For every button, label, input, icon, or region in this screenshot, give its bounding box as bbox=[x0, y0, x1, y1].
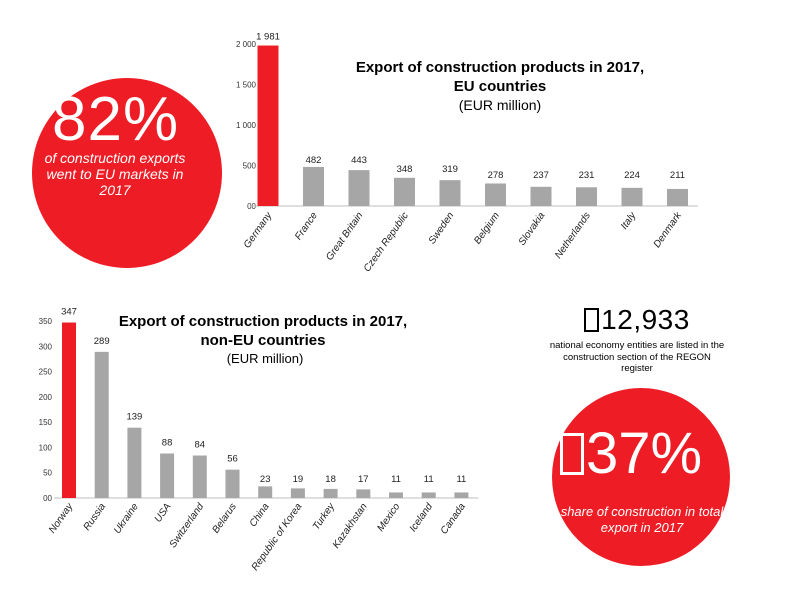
eu-value-label: 1 981 bbox=[256, 32, 280, 43]
non-eu-y-tick-label: 250 bbox=[39, 368, 53, 377]
eu-bar bbox=[257, 45, 279, 206]
non-eu-y-tick-label: 350 bbox=[39, 317, 53, 326]
eu-share-caption: of construction exports went to EU marke… bbox=[44, 150, 186, 198]
eu-category-label: Netherlands bbox=[553, 210, 593, 260]
non-eu-category-label: Norway bbox=[47, 501, 76, 536]
non-eu-value-label: 84 bbox=[195, 440, 206, 451]
regon-note: national economy entities are listed in … bbox=[549, 340, 725, 374]
non-eu-category-label: Iceland bbox=[408, 501, 436, 534]
eu-category-label: France bbox=[293, 210, 320, 242]
eu-bar bbox=[621, 187, 643, 206]
eu-bar bbox=[576, 187, 597, 206]
eu-y-tick-label: 2 000 bbox=[236, 40, 257, 49]
eu-bar bbox=[485, 183, 506, 206]
eu-category-label: Great Britain bbox=[324, 210, 365, 263]
regon-stat: 12,933 national economy entities are lis… bbox=[542, 304, 732, 375]
non-eu-bar bbox=[225, 469, 240, 498]
non-eu-category-label: Turkey bbox=[311, 501, 338, 533]
eu-value-label: 443 bbox=[351, 155, 367, 166]
non-eu-chart-title: Export of construction products in 2017,… bbox=[118, 313, 408, 349]
eu-y-tick-label: 1 000 bbox=[236, 121, 257, 130]
eu-category-label: Czech Republic bbox=[362, 210, 411, 274]
missing-glyph-icon bbox=[560, 433, 584, 475]
eu-share-percent: 82% bbox=[52, 85, 180, 154]
regon-count: 12,933 bbox=[542, 304, 732, 336]
non-eu-value-label: 11 bbox=[424, 474, 434, 485]
eu-y-tick-label: 1 500 bbox=[236, 81, 257, 90]
eu-bar bbox=[394, 177, 415, 206]
non-eu-category-label: Switzerland bbox=[168, 501, 207, 550]
eu-value-label: 237 bbox=[533, 170, 549, 181]
non-eu-bar bbox=[94, 351, 109, 498]
non-eu-bar bbox=[323, 488, 338, 498]
construction-share-caption: share of construction in total export in… bbox=[560, 504, 724, 535]
eu-category-label: Germany bbox=[242, 210, 275, 251]
eu-value-label: 231 bbox=[579, 170, 595, 181]
non-eu-value-label: 19 bbox=[293, 474, 304, 485]
non-eu-category-label: Russia bbox=[82, 501, 109, 533]
missing-glyph-icon bbox=[584, 308, 600, 332]
eu-value-label: 348 bbox=[397, 164, 413, 175]
non-eu-category-label: China bbox=[248, 501, 272, 529]
non-eu-category-label: Mexico bbox=[375, 501, 402, 534]
eu-bar bbox=[348, 170, 370, 206]
non-eu-category-label: USA bbox=[153, 501, 174, 524]
construction-share-circle: 37% share of construction in total expor… bbox=[552, 388, 730, 566]
eu-chart-title: Export of construction products in 2017,… bbox=[355, 59, 645, 95]
non-eu-value-label: 18 bbox=[325, 474, 336, 485]
eu-value-label: 319 bbox=[442, 164, 458, 175]
non-eu-value-label: 139 bbox=[126, 412, 142, 423]
eu-chart-unit: (EUR million) bbox=[458, 97, 542, 113]
non-eu-y-tick-label: 100 bbox=[39, 443, 53, 452]
eu-bar bbox=[439, 180, 461, 206]
regon-count-value: 12,933 bbox=[601, 304, 690, 335]
non-eu-category-label: Belarus bbox=[210, 501, 238, 535]
non-eu-bar bbox=[258, 486, 273, 498]
non-eu-category-label: Ukraine bbox=[112, 501, 141, 536]
non-eu-bar bbox=[389, 492, 403, 498]
construction-share-value: 37% bbox=[586, 421, 703, 486]
eu-bar bbox=[303, 166, 324, 206]
non-eu-category-label: Canada bbox=[439, 501, 468, 536]
non-eu-y-tick-label: 150 bbox=[39, 418, 53, 427]
eu-value-label: 211 bbox=[670, 170, 685, 181]
eu-category-label: Belgium bbox=[472, 210, 502, 246]
non-eu-bar bbox=[127, 427, 142, 498]
eu-category-label: Slovakia bbox=[517, 210, 548, 248]
non-eu-chart-unit: (EUR million) bbox=[226, 351, 304, 366]
non-eu-category-label: Kazakhstan bbox=[331, 501, 370, 550]
non-eu-y-tick-label: 300 bbox=[39, 342, 53, 351]
eu-value-label: 482 bbox=[306, 155, 322, 166]
construction-share-percent: 37% bbox=[560, 420, 702, 487]
non-eu-bar bbox=[421, 492, 436, 498]
non-eu-value-label: 17 bbox=[358, 474, 369, 485]
eu-category-label: Denmark bbox=[652, 210, 685, 250]
non-eu-y-tick-label: 00 bbox=[43, 494, 52, 503]
eu-bar bbox=[530, 186, 552, 206]
non-eu-bar bbox=[62, 322, 76, 498]
eu-share-circle: 82% of construction exports went to EU m… bbox=[32, 78, 222, 268]
non-eu-value-label: 289 bbox=[94, 336, 110, 347]
eu-bar bbox=[667, 188, 688, 206]
non-eu-value-label: 56 bbox=[227, 454, 238, 465]
non-eu-bar bbox=[290, 488, 305, 498]
non-eu-value-label: 23 bbox=[260, 474, 271, 485]
eu-value-label: 224 bbox=[624, 170, 640, 181]
non-eu-value-label: 11 bbox=[456, 474, 466, 485]
eu-category-label: Sweden bbox=[427, 210, 457, 246]
eu-y-tick-label: 500 bbox=[243, 162, 257, 171]
non-eu-value-label: 347 bbox=[61, 307, 77, 318]
non-eu-y-tick-label: 200 bbox=[39, 393, 53, 402]
non-eu-value-label: 88 bbox=[162, 437, 173, 448]
non-eu-bar bbox=[192, 455, 207, 498]
non-eu-bar bbox=[356, 489, 371, 498]
eu-category-label: Italy bbox=[619, 210, 639, 232]
non-eu-value-label: 11 bbox=[391, 474, 401, 485]
non-eu-bar bbox=[454, 492, 469, 498]
eu-value-label: 278 bbox=[488, 170, 504, 181]
non-eu-y-tick-label: 50 bbox=[43, 469, 52, 478]
non-eu-bar bbox=[160, 453, 175, 498]
